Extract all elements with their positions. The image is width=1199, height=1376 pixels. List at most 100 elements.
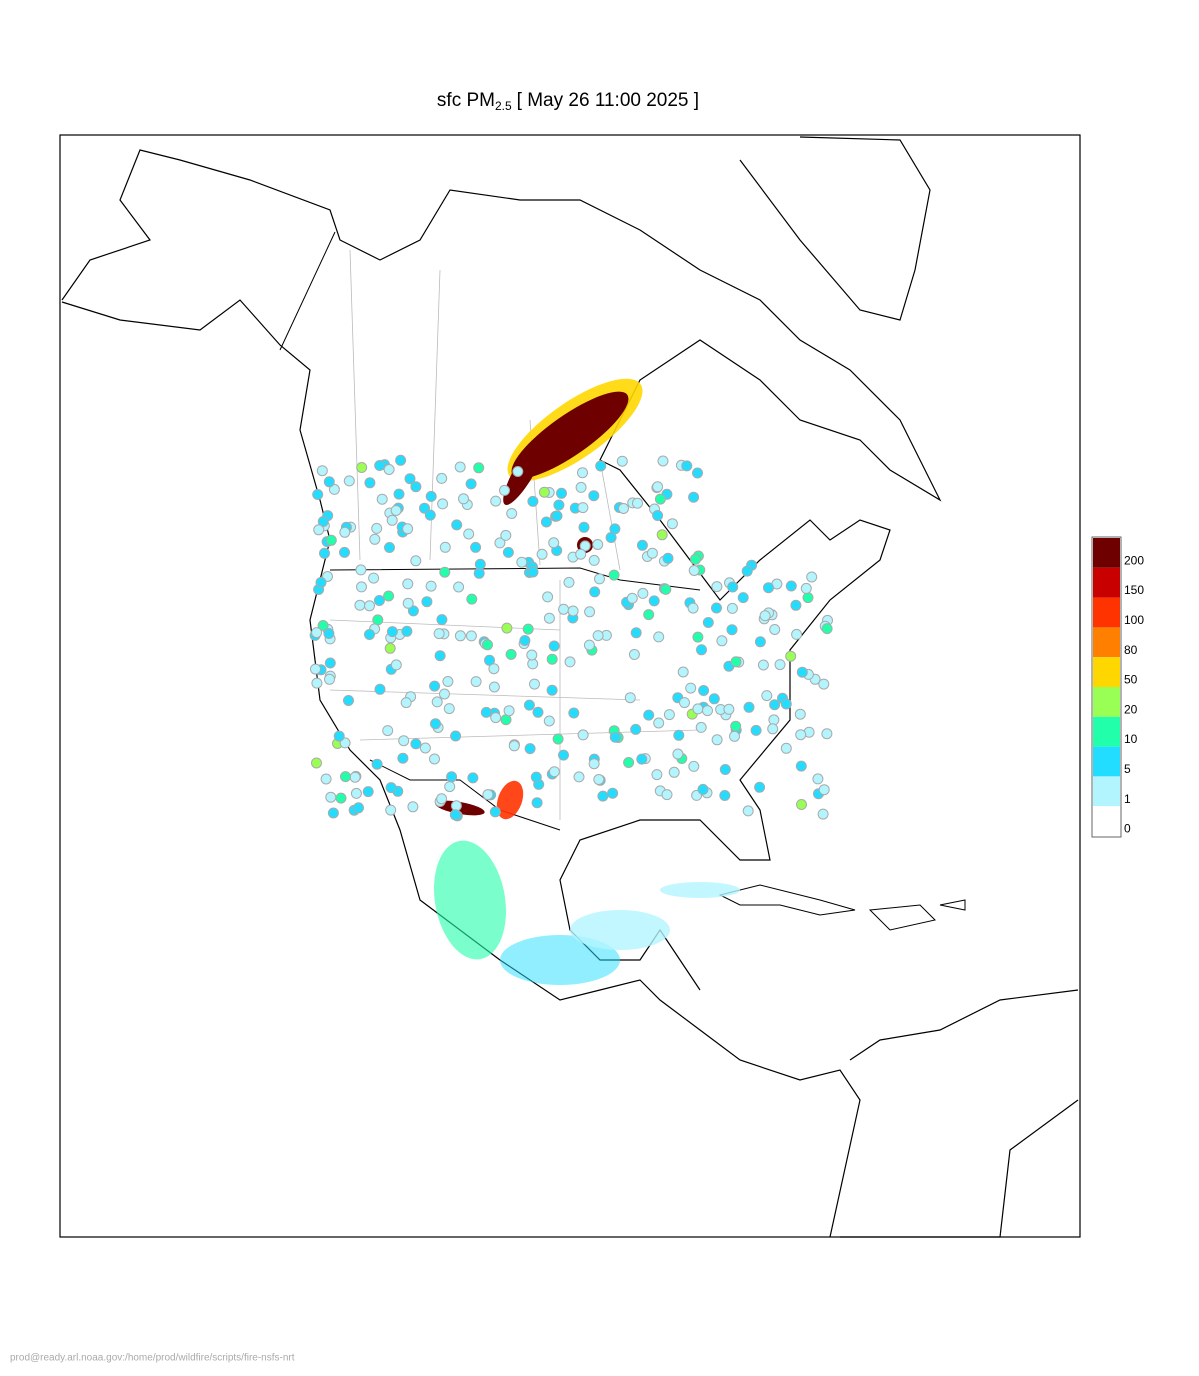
station-dot bbox=[317, 516, 329, 527]
station-dot bbox=[482, 789, 494, 801]
station-dot bbox=[407, 801, 419, 813]
station-dot bbox=[433, 628, 445, 640]
station-dot bbox=[449, 809, 461, 821]
station-dot bbox=[465, 478, 477, 490]
station-dot bbox=[578, 521, 590, 533]
station-dot bbox=[648, 595, 660, 607]
station-dot bbox=[384, 542, 395, 553]
station-dot bbox=[488, 681, 500, 693]
station-dot bbox=[543, 612, 555, 624]
station-dot bbox=[527, 566, 539, 578]
station-dot bbox=[742, 805, 754, 817]
station-dot bbox=[726, 624, 738, 636]
station-dot bbox=[741, 565, 753, 577]
station-dot bbox=[343, 475, 355, 487]
station-dot bbox=[794, 708, 806, 720]
station-dot bbox=[424, 509, 436, 521]
station-dot bbox=[687, 602, 699, 614]
station-dot bbox=[796, 799, 807, 810]
legend-frame bbox=[1091, 536, 1122, 838]
station-dot bbox=[311, 757, 322, 769]
station-dot bbox=[546, 653, 558, 665]
station-dot bbox=[757, 659, 769, 671]
legend-swatch bbox=[1093, 567, 1120, 598]
station-dot bbox=[692, 703, 704, 715]
legend-label: 1 bbox=[1124, 792, 1131, 806]
station-dot bbox=[708, 693, 720, 705]
station-dot bbox=[410, 555, 422, 567]
station-dot bbox=[386, 514, 398, 526]
title-subscript: 2.5 bbox=[495, 99, 512, 113]
station-dot bbox=[356, 462, 368, 473]
station-dot bbox=[698, 685, 710, 696]
station-dot bbox=[679, 697, 690, 709]
station-dot bbox=[668, 766, 680, 778]
station-dot bbox=[553, 499, 565, 511]
station-dot bbox=[588, 758, 600, 770]
station-dot bbox=[450, 800, 462, 812]
station-dot bbox=[482, 639, 493, 651]
station-dot bbox=[407, 605, 419, 617]
station-dot bbox=[628, 649, 640, 660]
station-dot bbox=[530, 771, 542, 783]
station-dot bbox=[593, 774, 605, 785]
station-dot bbox=[690, 553, 701, 565]
station-dot bbox=[489, 806, 501, 818]
station-dot bbox=[806, 571, 818, 583]
station-dot bbox=[643, 609, 655, 621]
greenland-coast bbox=[739, 136, 931, 321]
station-dot bbox=[350, 787, 362, 799]
station-dot bbox=[589, 586, 601, 598]
plume bbox=[496, 780, 524, 820]
station-dot bbox=[473, 462, 485, 474]
station-dot bbox=[575, 548, 587, 560]
station-dot bbox=[818, 784, 830, 796]
station-dot bbox=[536, 548, 548, 560]
station-dot bbox=[395, 454, 407, 466]
station-dot bbox=[490, 712, 502, 724]
station-dot bbox=[579, 540, 591, 552]
station-dot bbox=[716, 635, 728, 647]
title: sfc PM2.5 [ May 26 11:00 2025 ] bbox=[437, 90, 699, 113]
station-dot bbox=[727, 581, 739, 593]
station-dot bbox=[400, 697, 412, 709]
station-dot bbox=[315, 577, 327, 588]
station-dot bbox=[356, 581, 367, 593]
station-dot bbox=[328, 483, 340, 495]
stations bbox=[309, 454, 833, 822]
station-dot bbox=[663, 709, 675, 721]
station-dot bbox=[652, 481, 664, 493]
station-dot bbox=[532, 706, 544, 718]
station-dot bbox=[374, 460, 386, 471]
station-dot bbox=[327, 807, 339, 819]
station-dot bbox=[484, 654, 495, 666]
station-dot bbox=[319, 547, 330, 559]
station-dot bbox=[410, 738, 422, 750]
station-dot bbox=[372, 614, 384, 626]
station-dot bbox=[651, 769, 663, 781]
station-dot bbox=[443, 703, 455, 715]
station-dot bbox=[577, 467, 588, 479]
station-dot bbox=[376, 493, 388, 505]
station-dot bbox=[500, 714, 512, 726]
station-dot bbox=[754, 781, 766, 793]
plume bbox=[500, 935, 620, 985]
station-dot bbox=[695, 721, 707, 733]
station-dot bbox=[368, 572, 380, 584]
station-dot bbox=[488, 663, 500, 675]
footer-path: prod@ready.arl.noaa.gov:/home/prod/wildf… bbox=[10, 1353, 295, 1364]
station-dot bbox=[780, 698, 792, 710]
station-dot bbox=[502, 546, 514, 558]
station-dot bbox=[588, 490, 600, 502]
station-dot bbox=[817, 808, 829, 820]
admin-lines bbox=[329, 249, 701, 820]
station-dot bbox=[454, 461, 466, 473]
station-dot bbox=[616, 455, 628, 467]
station-dot bbox=[696, 644, 707, 656]
legend-swatch bbox=[1093, 776, 1120, 807]
station-dot bbox=[795, 729, 807, 741]
station-dot bbox=[637, 587, 649, 599]
station-dot bbox=[463, 528, 475, 540]
station-dot bbox=[643, 709, 655, 721]
station-dot bbox=[609, 523, 621, 535]
